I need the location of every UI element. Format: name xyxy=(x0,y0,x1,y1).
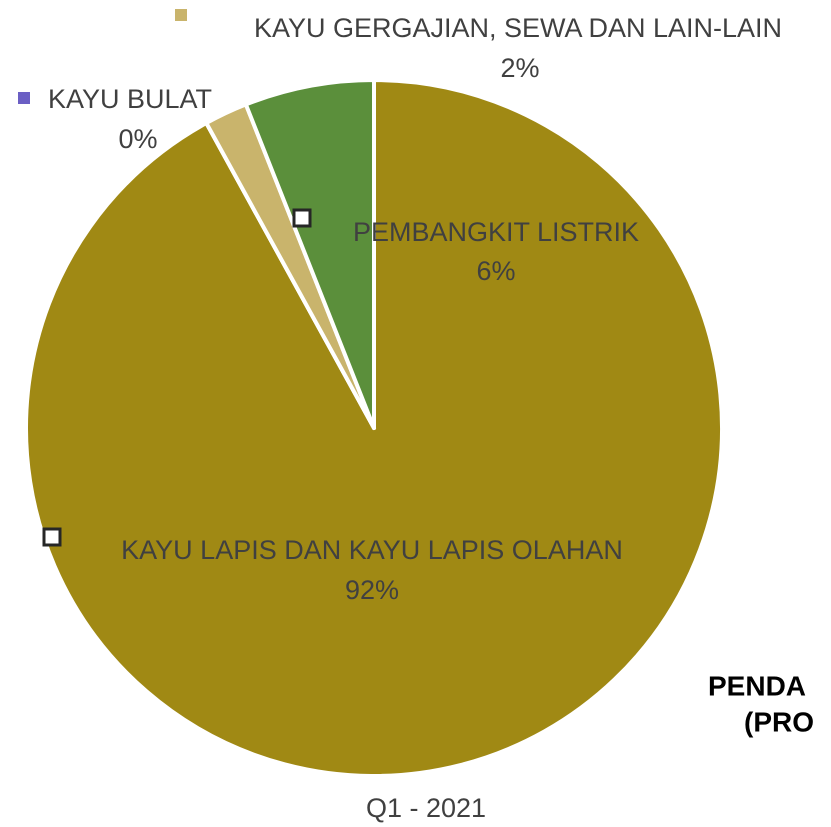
value-label: 6% xyxy=(476,256,515,286)
chart-footer: Q1 - 2021 xyxy=(366,793,486,823)
category-label: KAYU BULAT xyxy=(48,84,212,114)
label-marker xyxy=(175,9,187,21)
label-marker xyxy=(18,92,30,104)
value-label: 92% xyxy=(345,575,399,605)
chart-subtitle: (PRO xyxy=(744,706,814,737)
value-label: 2% xyxy=(500,53,539,83)
category-label: KAYU GERGAJIAN, SEWA DAN LAIN-LAIN xyxy=(254,13,782,43)
category-label: PEMBANGKIT LISTRIK xyxy=(353,217,639,247)
chart-title: PENDA xyxy=(708,670,806,701)
category-label: KAYU LAPIS DAN KAYU LAPIS OLAHAN xyxy=(121,535,623,565)
label-marker xyxy=(42,527,62,547)
value-label: 0% xyxy=(118,124,157,154)
pie-slice xyxy=(243,78,376,430)
label-marker xyxy=(292,208,312,228)
